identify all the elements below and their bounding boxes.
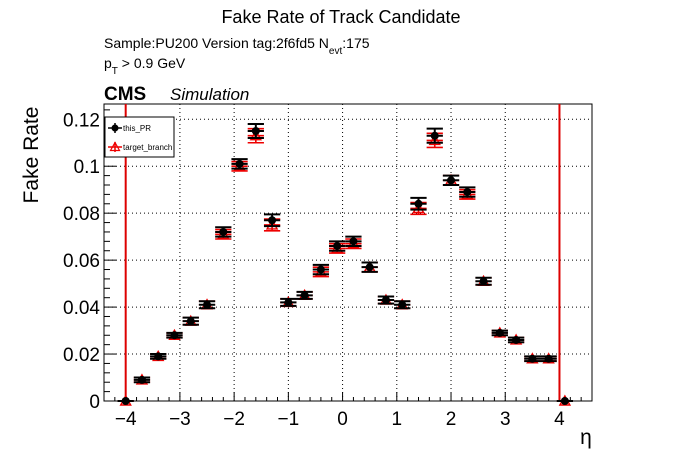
legend-label: target_branch [123, 143, 172, 152]
sample-info-value: :175 [342, 35, 369, 51]
pt-cut-rest: > 0.9 GeV [118, 55, 186, 71]
legend-marker [111, 124, 119, 132]
y-tick-label: 0.12 [63, 110, 100, 131]
data-point [265, 218, 279, 230]
data-point [219, 227, 228, 236]
data-point [528, 354, 537, 363]
data-point [349, 237, 358, 246]
data-point [235, 159, 244, 168]
pt-cut-subscript: T [112, 66, 118, 77]
x-axis-ticks: −4 −3 −2 −1 0 1 2 3 4 [103, 392, 593, 430]
legend: this_PR target_branch [104, 116, 175, 158]
data-point [251, 127, 260, 135]
data-point [170, 331, 179, 340]
series-target-branch [117, 127, 574, 406]
y-tick-label: 0 [89, 392, 100, 413]
data-point [203, 300, 212, 309]
data-point [249, 129, 263, 141]
x-tick-label: 2 [446, 409, 457, 430]
x-tick-label: −2 [223, 409, 245, 430]
cms-label: CMS [104, 84, 146, 105]
data-point [479, 277, 488, 286]
legend-label: this_PR [123, 124, 151, 133]
data-point [137, 375, 146, 384]
sample-info-text: Sample:PU200 Version tag:2f6fd5 N [104, 35, 329, 51]
data-point [463, 188, 472, 197]
legend-item-target-branch: target_branch [108, 141, 172, 152]
data-point [154, 352, 163, 361]
data-point [381, 296, 390, 305]
y-tick-label: 0.06 [63, 251, 100, 272]
data-point [430, 131, 439, 140]
data-point [560, 397, 569, 405]
simulation-label: Simulation [170, 85, 249, 104]
data-point [284, 298, 293, 307]
data-point [447, 176, 456, 185]
plot-frame [103, 103, 593, 402]
data-point [316, 265, 325, 274]
y-axis-label: Fake Rate [20, 107, 43, 204]
y-tick-label: 0.04 [63, 298, 100, 319]
data-point [412, 202, 425, 214]
y-tick-label: 0.1 [74, 157, 100, 178]
y-axis-ticks: 0 0.02 0.04 0.06 0.08 0.1 0.12 [63, 109, 116, 413]
data-point [121, 397, 130, 405]
series-this-PR [117, 122, 574, 405]
data-point [414, 199, 423, 208]
data-point [365, 263, 374, 272]
data-point [300, 291, 309, 300]
data-series [117, 122, 574, 406]
y-tick-label: 0.02 [63, 345, 100, 366]
x-tick-label: 1 [392, 409, 403, 430]
data-point [333, 242, 342, 251]
sample-info-subscript: evt [329, 46, 343, 57]
chart-title: Fake Rate of Track Candidate [221, 7, 460, 27]
data-point [398, 300, 407, 309]
data-point [186, 317, 195, 326]
x-tick-label: −3 [169, 409, 191, 430]
data-point [495, 328, 504, 337]
data-point [544, 354, 553, 363]
data-point [268, 216, 277, 225]
x-tick-label: −1 [278, 409, 300, 430]
legend-item-this-PR: this_PR [108, 123, 151, 133]
x-tick-label: 3 [500, 409, 511, 430]
y-tick-label: 0.08 [63, 204, 100, 225]
grid-lines [104, 104, 592, 401]
x-tick-label: 4 [554, 409, 565, 430]
pt-cut-label: pT > 0.9 GeV [104, 55, 186, 77]
x-tick-label: −4 [115, 409, 137, 430]
data-point [512, 335, 521, 344]
pt-cut-p: p [104, 55, 112, 71]
data-point [428, 133, 441, 146]
legend-marker [109, 141, 121, 152]
x-tick-label: 0 [337, 409, 348, 430]
x-axis-label: η [580, 426, 592, 449]
sample-info: Sample:PU200 Version tag:2f6fd5 Nevt:175 [104, 35, 370, 57]
